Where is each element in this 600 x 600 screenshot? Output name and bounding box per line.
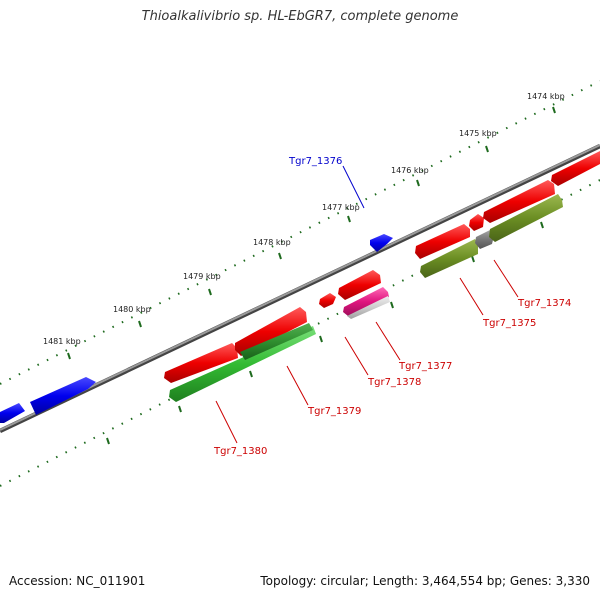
gene-arrow-tgr7-1379[interactable] bbox=[235, 307, 307, 356]
kbp-label: 1476 kbp bbox=[391, 166, 429, 175]
gene-arrow-light-grey[interactable] bbox=[347, 296, 390, 319]
gene-label-tgr7-1377[interactable]: Tgr7_1377 bbox=[398, 361, 452, 372]
gene-arrow-red[interactable] bbox=[469, 214, 484, 231]
gene-arrow-tgr7-1377[interactable] bbox=[338, 270, 381, 300]
genome-summary-text: Topology: circular; Length: 3,464,554 bp… bbox=[260, 574, 590, 588]
gene-arrow-tgr7-1378[interactable] bbox=[319, 293, 336, 308]
accession-text: Accession: NC_011901 bbox=[9, 574, 146, 588]
gene-arrow-green[interactable] bbox=[169, 326, 316, 402]
gene-arrow-red[interactable] bbox=[415, 224, 470, 259]
leader-line-tgr7-1379 bbox=[286, 365, 309, 406]
kbp-label: 1474 kbp bbox=[527, 92, 565, 101]
gene-label-tgr7-1379[interactable]: Tgr7_1379 bbox=[307, 406, 361, 417]
kbp-label: 1478 kbp bbox=[253, 238, 291, 247]
leader-line-tgr7-1378 bbox=[344, 336, 369, 376]
gene-arrow-tgr7-1380[interactable] bbox=[164, 343, 238, 383]
gene-label-tgr7-1374[interactable]: Tgr7_1374 bbox=[517, 298, 571, 309]
gene-label-tgr7-1375[interactable]: Tgr7_1375 bbox=[482, 318, 536, 329]
kbp-label: 1477 kbp bbox=[322, 203, 360, 212]
gene-arrow-red[interactable] bbox=[483, 180, 555, 223]
gene-arrow-tgr7-1376[interactable] bbox=[370, 234, 393, 252]
gene-label-tgr7-1380[interactable]: Tgr7_1380 bbox=[213, 446, 267, 457]
major-ticks-inner bbox=[106, 221, 544, 445]
gene-arrow-olive[interactable] bbox=[489, 194, 563, 242]
kbp-label: 1480 kbp bbox=[113, 305, 151, 314]
outer-tick-ruler bbox=[0, 80, 600, 385]
gene-arrow-olive[interactable] bbox=[420, 239, 478, 278]
gene-arrow-blue[interactable] bbox=[0, 403, 25, 423]
leader-line-tgr7-1376 bbox=[342, 165, 365, 209]
gene-arrow-dark-green[interactable] bbox=[240, 323, 313, 360]
gene-label-tgr7-1378[interactable]: Tgr7_1378 bbox=[367, 377, 421, 388]
gene-arrow-grey[interactable] bbox=[475, 230, 494, 249]
map-title: Thioalkalivibrio sp. HL-EbGR7, complete … bbox=[141, 9, 459, 24]
kbp-label: 1475 kbp bbox=[459, 129, 497, 138]
gene-label-tgr7-1376[interactable]: Tgr7_1376 bbox=[288, 156, 342, 167]
genome-backbone-highlight bbox=[0, 144, 600, 431]
kbp-label: 1479 kbp bbox=[183, 272, 221, 281]
leader-line-tgr7-1377 bbox=[375, 321, 401, 361]
gene-arrow-red[interactable] bbox=[551, 151, 600, 186]
leader-line-tgr7-1374 bbox=[493, 259, 519, 298]
major-ticks-outer bbox=[67, 106, 556, 360]
gene-arrow-magenta[interactable] bbox=[343, 287, 389, 316]
leader-line-tgr7-1380 bbox=[215, 400, 238, 444]
kbp-label: 1481 kbp bbox=[43, 337, 81, 346]
gene-arrow-blue[interactable] bbox=[30, 377, 96, 415]
leader-line-tgr7-1375 bbox=[459, 277, 484, 316]
